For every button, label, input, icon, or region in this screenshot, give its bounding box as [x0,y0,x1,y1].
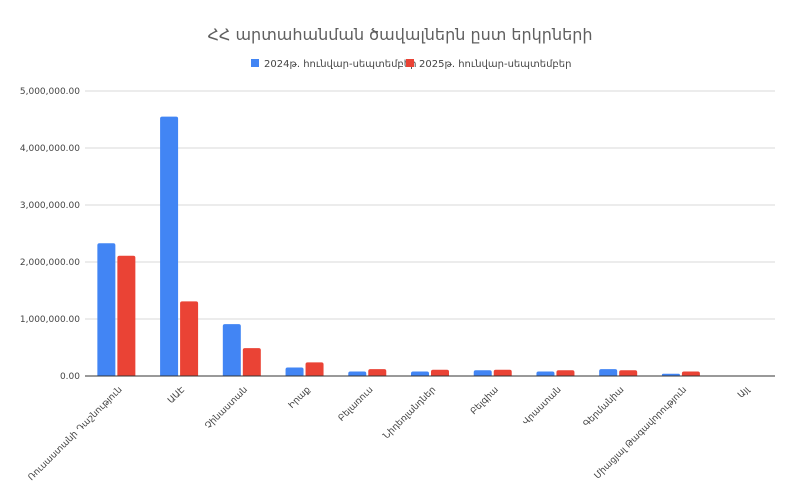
bar-2024 [97,243,116,376]
bar-2024 [222,324,241,376]
y-tick-label: 0.00 [60,372,80,382]
bar-2024 [411,371,429,376]
bar-2024 [599,369,618,376]
bar-2024 [473,370,492,376]
bar-2024 [536,371,555,376]
y-tick-label: 2,000,000.00 [20,258,80,268]
y-axis-ticks: 0.00 1,000,000.00 2,000,000.00 3,000,000.00… [20,87,80,382]
bar-2025 [493,369,512,376]
y-tick-label: 1,000,000.00 [20,315,80,325]
legend-label-2025: 2025թ. հունվար-սեպտեմբեր [419,59,571,70]
bar-2025 [556,370,575,376]
bar-2025 [117,255,136,376]
legend-swatch-2024 [251,59,259,67]
bar-2025 [180,301,199,376]
bar-2025 [681,371,700,376]
bar-2025 [242,348,261,376]
bar-2025 [305,362,324,376]
bar-2024 [160,116,179,377]
bar-2025 [619,370,638,376]
legend-label-2024: 2024թ. հունվար-սեպտեմբեր [264,59,416,70]
bar-2024 [661,373,680,376]
bar-2024 [285,367,304,376]
chart-title: ՀՀ արտահանման ծավալներն ըստ երկրների [207,25,592,44]
bar-2024 [348,371,367,376]
y-tick-label: 4,000,000.00 [20,144,80,154]
bars [97,116,700,377]
y-tick-label: 3,000,000.00 [20,201,80,211]
y-tick-label: 5,000,000.00 [20,87,80,97]
legend-swatch-2025 [406,59,414,67]
gridlines [85,90,775,320]
bar-2025 [368,369,387,376]
legend: 2024թ. հունվար-սեպտեմբեր 2025թ. հունվար-… [251,59,571,70]
bar-2025 [431,369,449,376]
